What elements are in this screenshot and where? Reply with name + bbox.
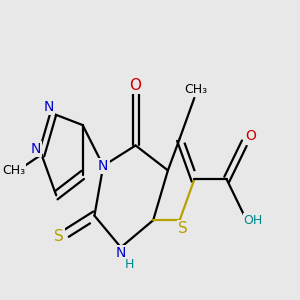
- Text: O: O: [245, 129, 256, 143]
- Text: S: S: [178, 221, 188, 236]
- Text: N: N: [31, 142, 41, 156]
- Text: H: H: [124, 258, 134, 271]
- Text: CH₃: CH₃: [2, 164, 25, 177]
- Text: S: S: [54, 229, 63, 244]
- Text: O: O: [130, 78, 142, 93]
- Text: CH₃: CH₃: [184, 83, 207, 96]
- Text: OH: OH: [244, 214, 263, 227]
- Text: N: N: [116, 246, 126, 260]
- Text: N: N: [98, 159, 108, 173]
- Text: N: N: [44, 100, 54, 114]
